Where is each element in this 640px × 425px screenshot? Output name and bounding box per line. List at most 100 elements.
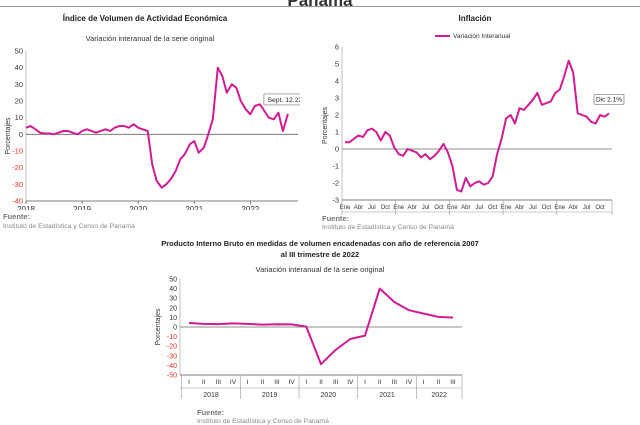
x-year-label: 2022 bbox=[431, 392, 447, 399]
y-tick-label: 3 bbox=[335, 94, 339, 103]
y-axis-label: Porcentajes bbox=[322, 107, 329, 144]
annotation-label: Dic 2.1% bbox=[596, 96, 622, 103]
x-month-label: Abr bbox=[354, 205, 363, 211]
x-quarter-label: III bbox=[274, 379, 280, 386]
y-tick-label: 20 bbox=[15, 97, 23, 106]
x-month-label: Ene bbox=[501, 205, 512, 211]
y-tick-label: -2 bbox=[332, 179, 339, 188]
title-divider bbox=[0, 6, 640, 7]
x-month-label: Abr bbox=[461, 205, 470, 211]
x-quarter-label: IV bbox=[347, 379, 354, 386]
x-quarter-label: II bbox=[437, 379, 441, 386]
x-tick-label: 2020 bbox=[129, 205, 147, 210]
y-tick-label: 40 bbox=[169, 286, 177, 293]
x-month-label: Abr bbox=[569, 205, 578, 211]
x-month-label: Oct bbox=[488, 205, 498, 211]
y-tick-label: -30 bbox=[12, 180, 23, 189]
x-quarter-label: I bbox=[305, 379, 307, 386]
x-quarter-label: III bbox=[333, 379, 339, 386]
pib-source-heading: Fuente: bbox=[197, 408, 224, 417]
y-tick-label: -30 bbox=[167, 353, 177, 360]
x-quarter-label: III bbox=[392, 379, 398, 386]
y-tick-label: 5 bbox=[335, 60, 339, 69]
x-quarter-label: II bbox=[202, 379, 206, 386]
x-year-label: 2018 bbox=[203, 392, 219, 399]
y-tick-label: -1 bbox=[332, 162, 339, 171]
y-tick-label: -20 bbox=[12, 163, 23, 172]
x-month-label: Jul bbox=[368, 205, 376, 211]
y-tick-label: 0 bbox=[19, 130, 23, 139]
x-tick-label: 2021 bbox=[185, 205, 203, 210]
pib-panel: Producto Interno Bruto en medidas de vol… bbox=[150, 238, 490, 424]
x-year-label: 2020 bbox=[321, 392, 337, 399]
x-month-label: Ene bbox=[447, 205, 458, 211]
y-axis-label: Porcentajes bbox=[5, 117, 12, 154]
x-month-label: Oct bbox=[381, 205, 391, 211]
x-month-label: Jul bbox=[422, 205, 430, 211]
y-tick-label: 30 bbox=[15, 80, 23, 89]
x-month-label: Abr bbox=[407, 205, 416, 211]
x-quarter-label: III bbox=[450, 379, 456, 386]
y-tick-label: 50 bbox=[169, 277, 177, 284]
x-tick-label: 2022 bbox=[241, 205, 259, 210]
imae-source-heading: Fuente: bbox=[3, 212, 30, 221]
x-quarter-label: I bbox=[188, 379, 190, 386]
y-tick-label: 1 bbox=[335, 128, 339, 137]
y-tick-label: -50 bbox=[167, 373, 177, 380]
x-quarter-label: II bbox=[319, 379, 323, 386]
x-quarter-label: IV bbox=[289, 379, 296, 386]
x-tick-label: 2018 bbox=[17, 205, 35, 210]
x-month-label: Ene bbox=[554, 205, 565, 211]
y-tick-label: 2 bbox=[335, 111, 339, 120]
x-month-label: Oct bbox=[542, 205, 552, 211]
x-month-label: Abr bbox=[515, 205, 524, 211]
imae-panel: Índice de Volumen de Actividad Económica… bbox=[0, 10, 320, 235]
y-tick-label: 50 bbox=[15, 47, 23, 56]
inflacion-source-heading: Fuente: bbox=[322, 214, 349, 223]
x-month-label: Ene bbox=[393, 205, 404, 211]
x-tick-label: 2019 bbox=[73, 205, 91, 210]
x-month-label: Ene bbox=[340, 205, 351, 211]
y-tick-label: -20 bbox=[167, 344, 177, 351]
annotation-label: Sept. 12.23% bbox=[267, 97, 300, 104]
x-quarter-label: III bbox=[216, 379, 222, 386]
x-month-label: Oct bbox=[595, 205, 605, 211]
x-quarter-label: IV bbox=[406, 379, 413, 386]
y-tick-label: 0 bbox=[335, 145, 339, 154]
x-month-label: Jul bbox=[475, 205, 483, 211]
x-month-label: Oct bbox=[434, 205, 444, 211]
y-tick-label: 40 bbox=[15, 63, 23, 72]
y-tick-label: -40 bbox=[167, 363, 177, 370]
y-tick-label: 0 bbox=[173, 325, 177, 332]
x-quarter-label: I bbox=[423, 379, 425, 386]
y-tick-label: -10 bbox=[12, 147, 23, 156]
x-year-label: 2019 bbox=[262, 392, 278, 399]
y-tick-label: -3 bbox=[332, 196, 339, 205]
x-month-label: Jul bbox=[529, 205, 537, 211]
inflacion-series-line bbox=[345, 61, 609, 192]
imae-source-text: Instituto de Estadística y Censo de Pana… bbox=[3, 223, 135, 230]
x-quarter-label: I bbox=[364, 379, 366, 386]
x-quarter-label: I bbox=[247, 379, 249, 386]
y-tick-label: 30 bbox=[169, 296, 177, 303]
pib-series-line bbox=[189, 289, 453, 365]
x-quarter-label: II bbox=[261, 379, 265, 386]
y-axis-label: Porcentajes bbox=[155, 308, 162, 345]
y-tick-label: 10 bbox=[15, 113, 23, 122]
imae-series-line bbox=[26, 68, 288, 188]
y-tick-label: 6 bbox=[335, 43, 339, 52]
x-year-label: 2021 bbox=[379, 392, 395, 399]
y-tick-label: 4 bbox=[335, 77, 339, 86]
inflacion-source-text: Instituto de Estadística y Censo de Pana… bbox=[322, 224, 454, 231]
x-month-label: Jul bbox=[583, 205, 591, 211]
x-quarter-label: II bbox=[378, 379, 382, 386]
y-tick-label: 10 bbox=[169, 315, 177, 322]
y-tick-label: 20 bbox=[169, 305, 177, 312]
y-tick-label: -10 bbox=[167, 334, 177, 341]
legend-label: Variación Interanual bbox=[453, 33, 511, 40]
x-quarter-label: IV bbox=[230, 379, 237, 386]
